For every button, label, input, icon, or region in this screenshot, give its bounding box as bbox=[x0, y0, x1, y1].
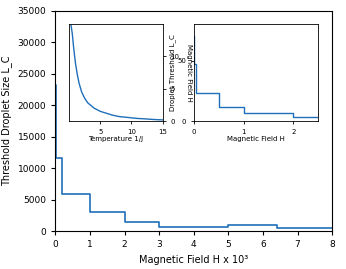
X-axis label: Temperature 1/J: Temperature 1/J bbox=[88, 136, 144, 142]
X-axis label: Magnetic Field H x 10³: Magnetic Field H x 10³ bbox=[139, 255, 248, 265]
Y-axis label: Magnetic Field H: Magnetic Field H bbox=[186, 44, 192, 102]
X-axis label: Magnetic Field H: Magnetic Field H bbox=[227, 136, 285, 142]
Y-axis label: Droplet Threshold L_C: Droplet Threshold L_C bbox=[169, 34, 176, 111]
Y-axis label: Threshold Droplet Size L_C: Threshold Droplet Size L_C bbox=[1, 56, 12, 186]
